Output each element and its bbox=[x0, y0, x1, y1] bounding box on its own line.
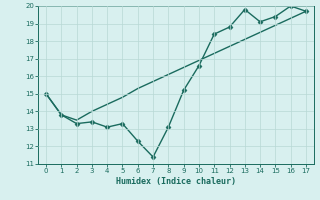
X-axis label: Humidex (Indice chaleur): Humidex (Indice chaleur) bbox=[116, 177, 236, 186]
